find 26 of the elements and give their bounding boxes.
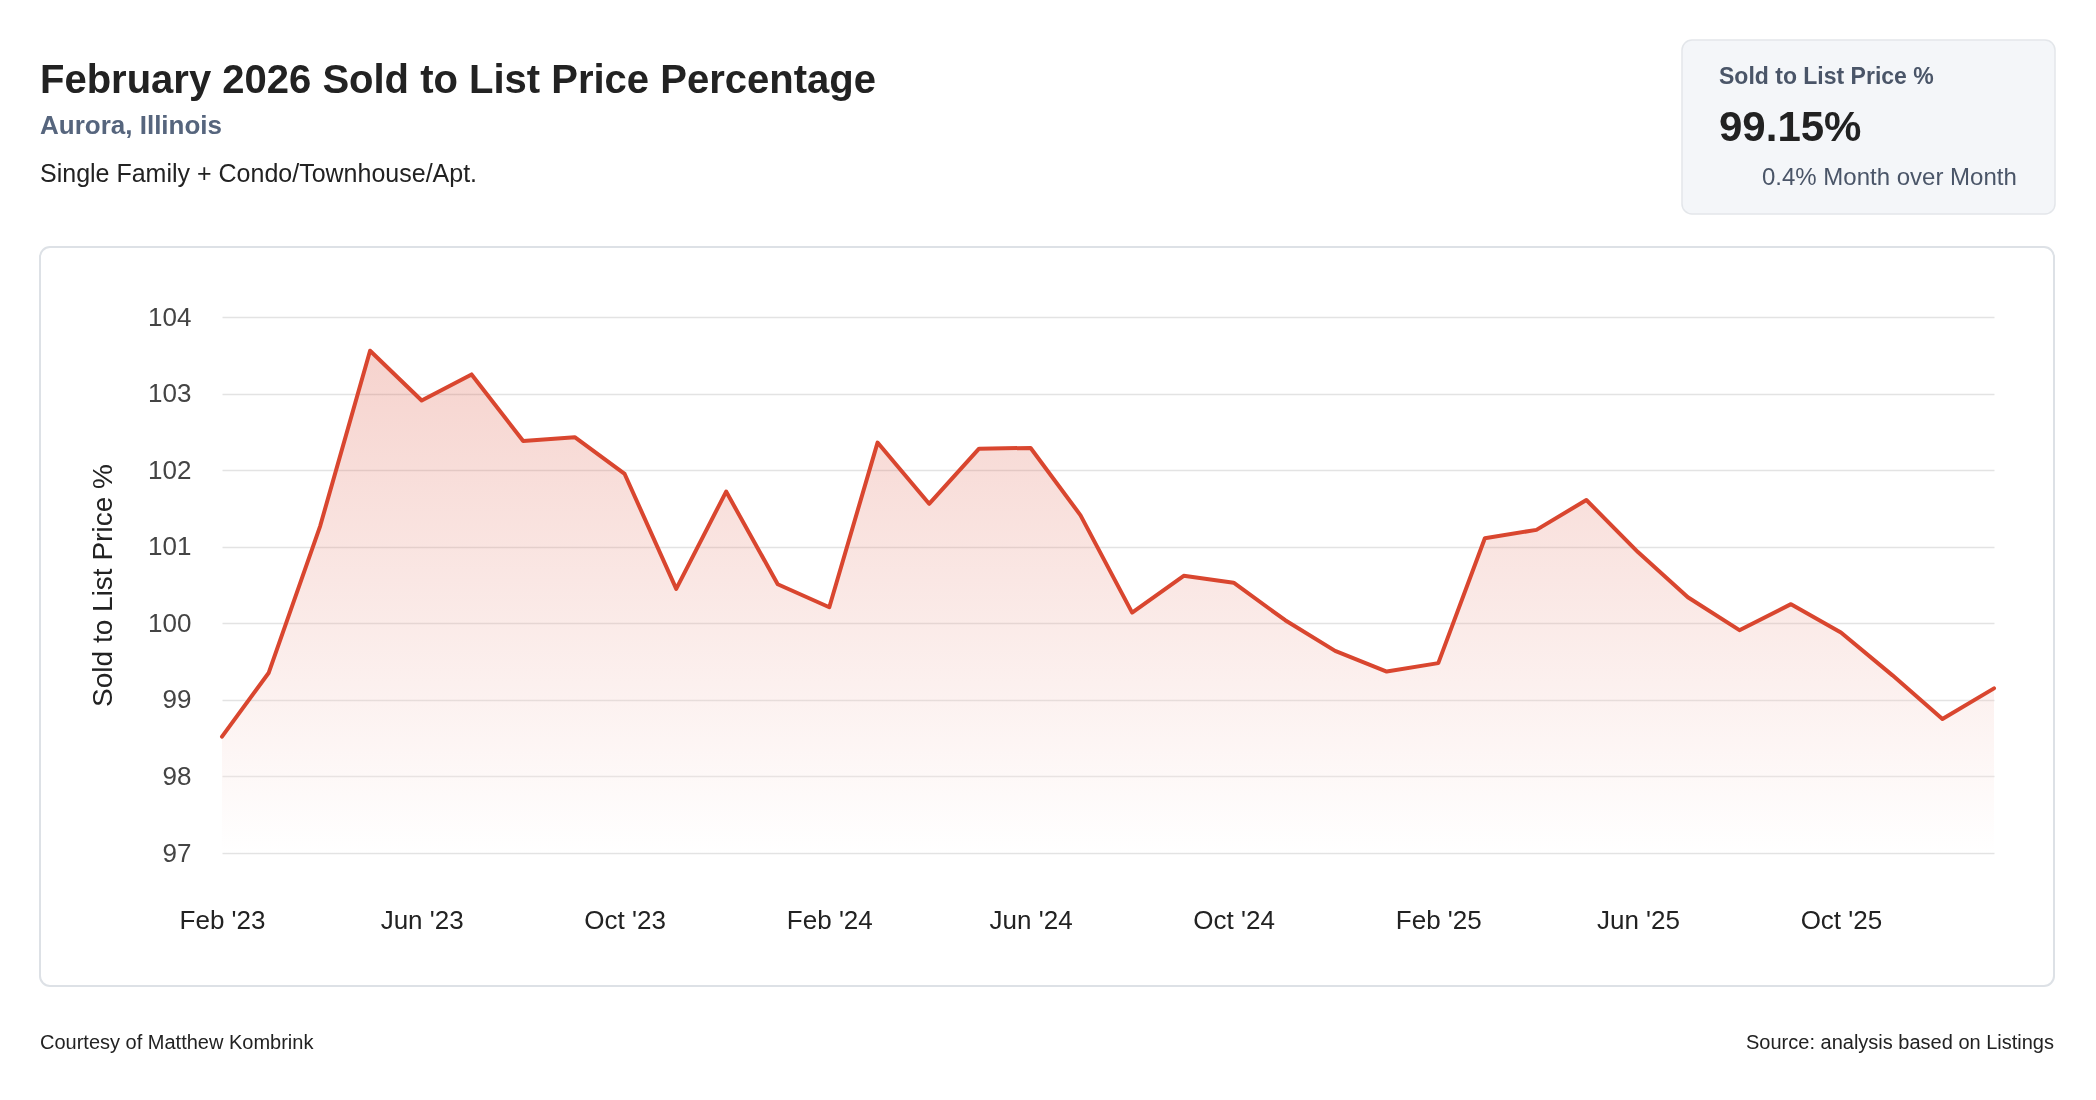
- chart-title: February 2026 Sold to List Price Percentage: [40, 57, 876, 102]
- x-tick-label: Feb '23: [179, 904, 266, 935]
- y-tick-label: 97: [162, 837, 192, 868]
- y-tick-label: 99: [162, 684, 192, 715]
- x-tick-label: Oct '24: [1193, 904, 1275, 935]
- text: 0.4% Month over Month: [1762, 163, 2017, 190]
- source-note: Source: analysis based on Listings: [1746, 1031, 2054, 1053]
- y-tick-label: 100: [148, 607, 192, 638]
- x-tick-label: Oct '23: [584, 904, 666, 935]
- x-tick-label: Oct '25: [1800, 904, 1883, 935]
- x-tick-label: Jun '25: [1596, 904, 1680, 935]
- y-tick-label: 104: [148, 301, 192, 332]
- x-tick-label: Jun '23: [380, 904, 464, 935]
- y-tick-label: 101: [148, 531, 192, 562]
- x-tick-label: Jun '24: [989, 904, 1073, 935]
- text: Sold to List Price %: [1719, 63, 1934, 89]
- y-tick-label: 103: [148, 378, 192, 409]
- text: Single Family + Condo/Townhouse/Apt.: [40, 159, 478, 187]
- chart-subtitle: Aurora, Illinois: [40, 110, 223, 141]
- y-tick-label: 98: [162, 760, 192, 791]
- y-axis-title: Sold to List Price %: [87, 464, 119, 707]
- text: 99.15%: [1719, 103, 1862, 150]
- y-tick-label: 102: [148, 454, 192, 485]
- x-tick-label: Feb '25: [1395, 904, 1482, 935]
- text: Courtesy of Matthew Kombrink: [40, 1031, 315, 1053]
- x-tick-label: Feb '24: [786, 904, 873, 935]
